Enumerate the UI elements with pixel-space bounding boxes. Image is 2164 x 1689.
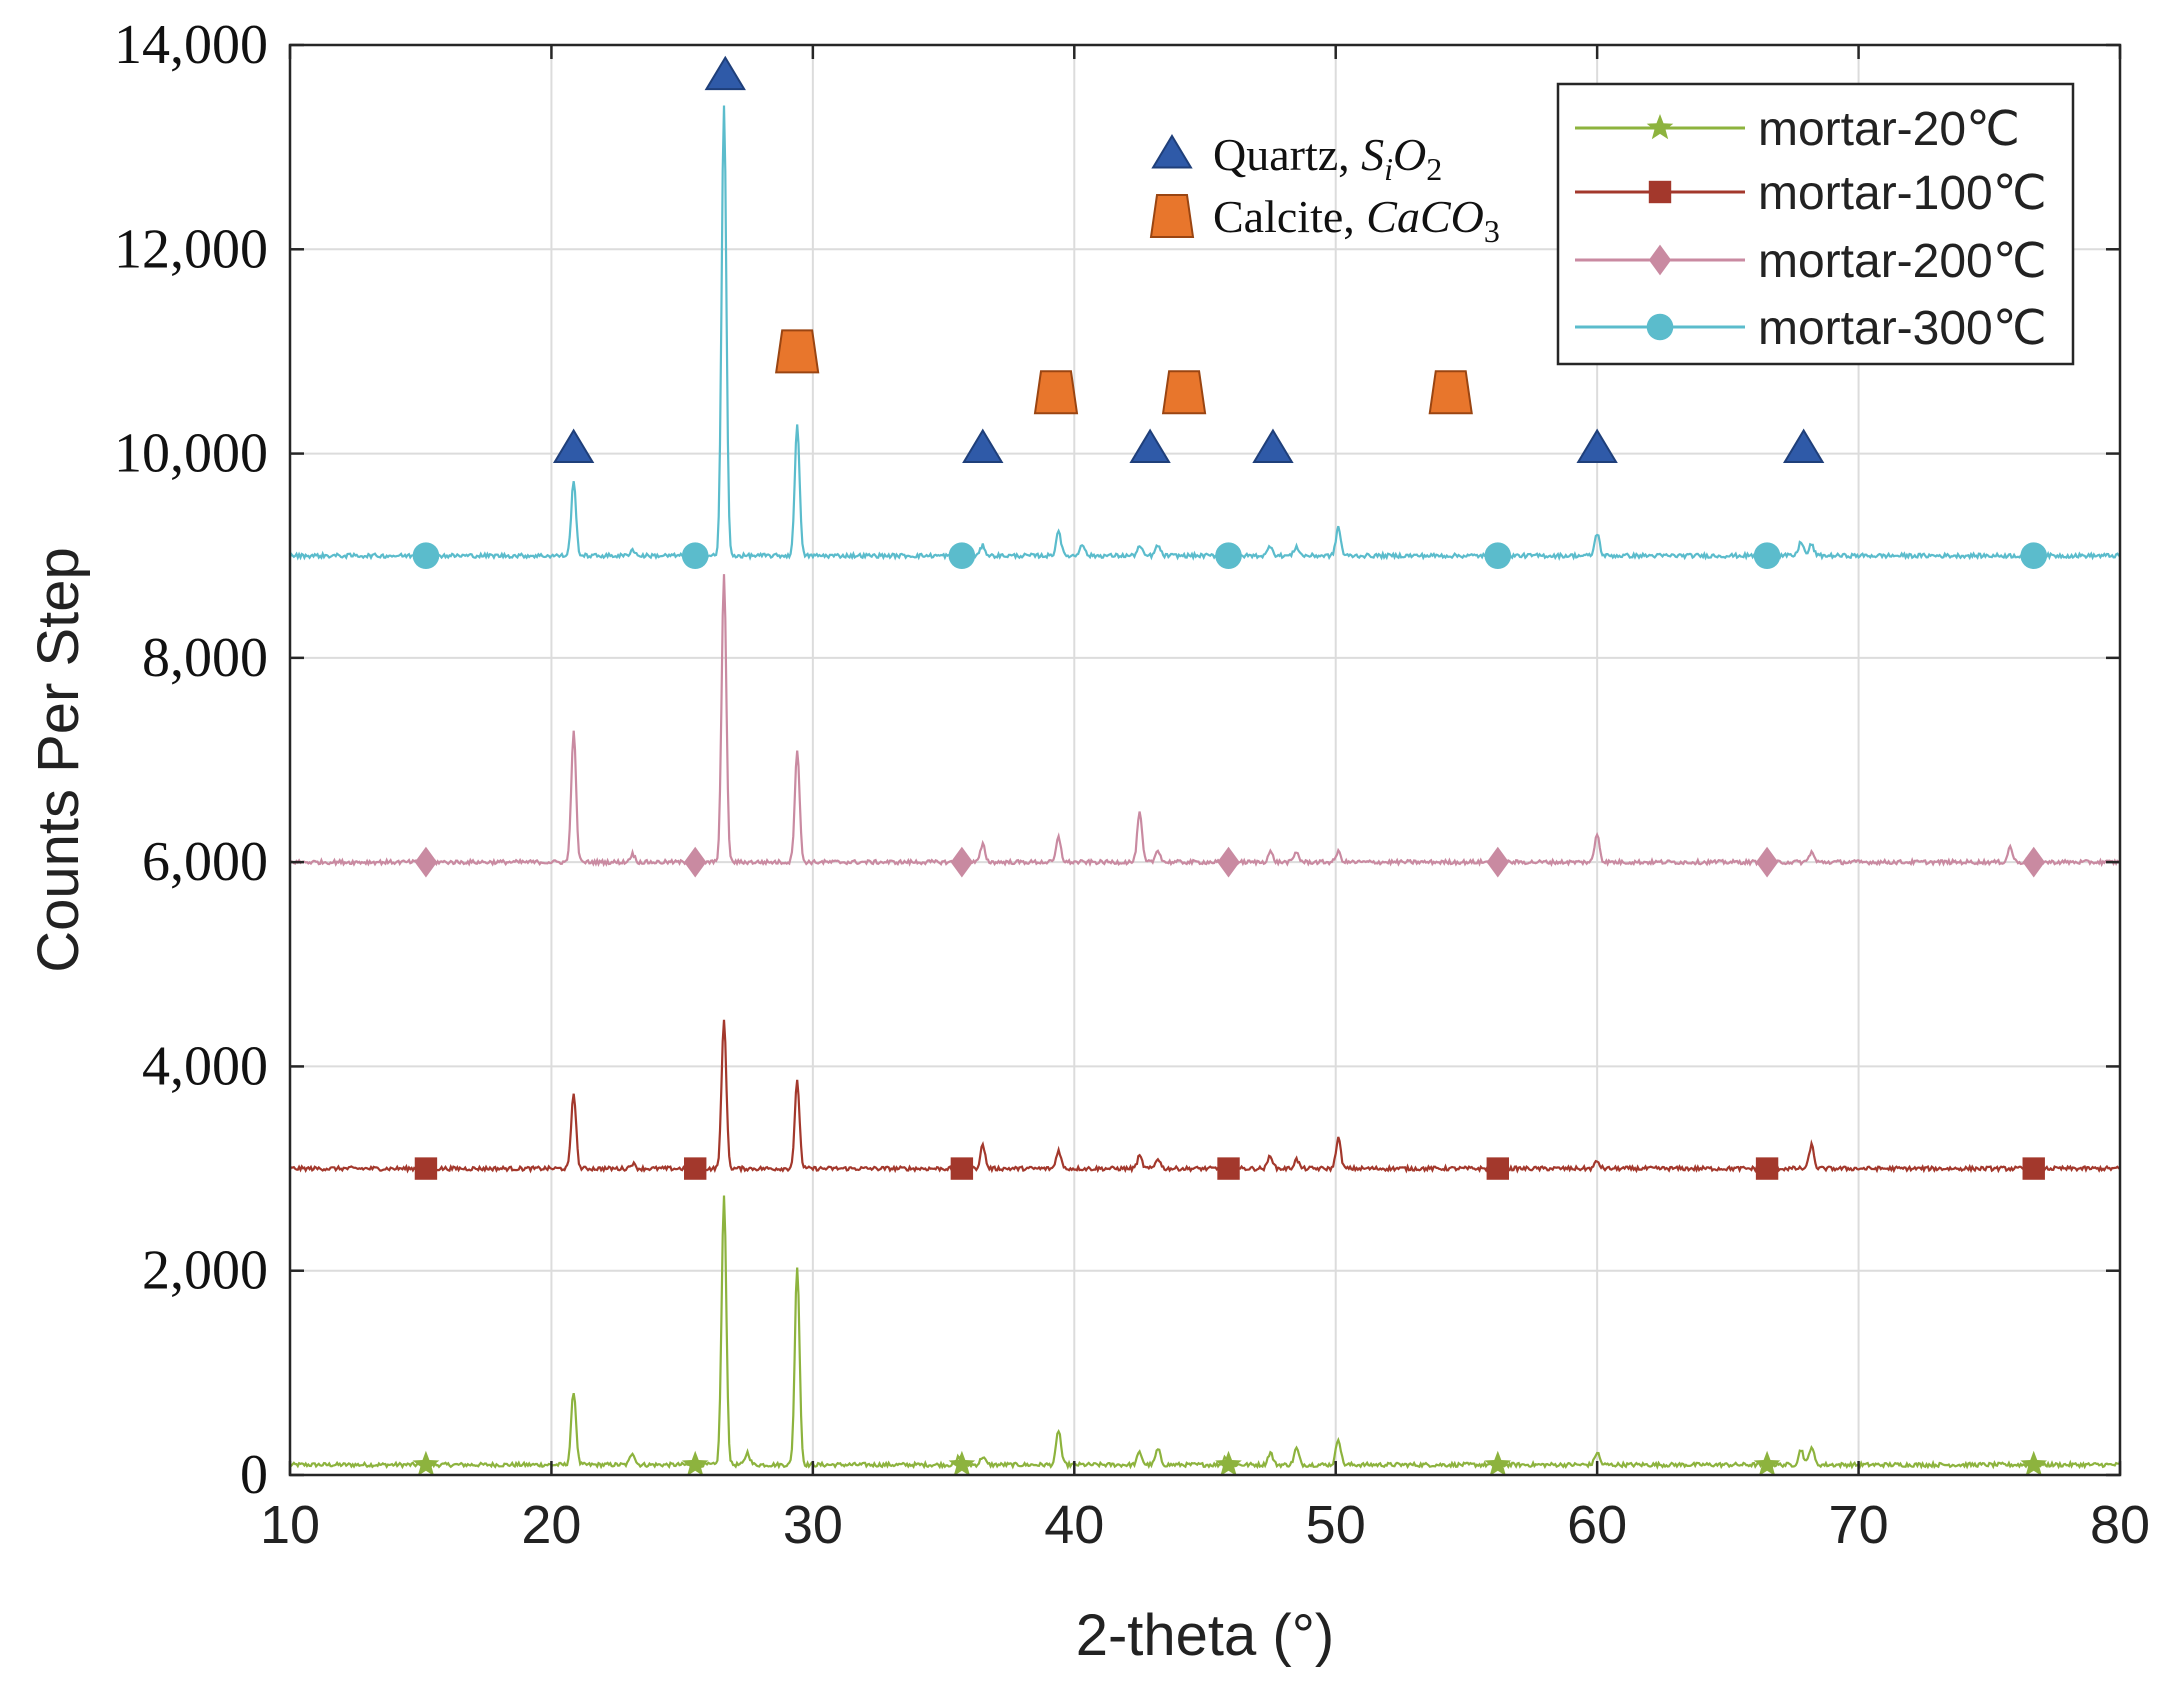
quartz-legend-icon xyxy=(1151,134,1193,169)
x-tick-label: 80 xyxy=(2090,1495,2150,1555)
phase-markers-layer xyxy=(552,55,1825,463)
data-marker-circle xyxy=(1215,542,1242,570)
phase-annotation: Quartz, SiO2 Calcite, CaCO3 xyxy=(1149,129,1500,249)
quartz-legend-text: Quartz, SiO2 xyxy=(1213,129,1442,187)
calcite-formula-main: CaCO xyxy=(1366,191,1484,242)
data-marker-star xyxy=(948,1450,976,1477)
y-tick-label: 0 xyxy=(240,1444,268,1506)
data-marker-square xyxy=(1486,1157,1509,1180)
x-tick-label: 60 xyxy=(1567,1495,1627,1555)
quartz-formula-sub-2: 2 xyxy=(1426,151,1442,187)
legend-marker-circle xyxy=(1646,313,1674,341)
y-tick-label: 10,000 xyxy=(114,423,268,485)
series-square xyxy=(289,1019,2121,1180)
series-star xyxy=(289,1195,2120,1477)
legend-label-300: mortar-300℃ xyxy=(1758,302,2047,355)
x-tick-label: 40 xyxy=(1044,1495,1104,1555)
x-tick-label: 70 xyxy=(1829,1495,1889,1555)
series-circle xyxy=(288,105,2121,570)
calcite-peak-marker xyxy=(1033,370,1079,415)
calcite-label: Calcite, xyxy=(1213,191,1366,242)
quartz-formula-s: S xyxy=(1361,129,1384,180)
calcite-legend-icon xyxy=(1149,194,1195,238)
data-marker-circle xyxy=(412,542,440,570)
series-layer xyxy=(288,105,2121,1477)
data-marker-star xyxy=(1484,1450,1512,1477)
legend-box xyxy=(1556,82,2075,366)
legend-label-200: mortar-200℃ xyxy=(1758,235,2047,288)
x-tick-label: 50 xyxy=(1306,1495,1366,1555)
data-marker-square xyxy=(414,1157,438,1180)
quartz-peak-marker xyxy=(1252,428,1294,463)
data-marker-star xyxy=(1753,1450,1781,1477)
quartz-peak-marker xyxy=(704,55,746,91)
y-tick-label: 14,000 xyxy=(114,14,268,76)
calcite-peak-marker xyxy=(775,329,820,374)
legend: mortar-20℃ mortar-100℃ mortar-200℃ morta… xyxy=(1556,82,2075,366)
data-marker-square xyxy=(2022,1157,2045,1180)
legend-star-icon xyxy=(1646,114,1674,140)
plot-frame xyxy=(288,43,2122,1477)
calcite-peak-marker xyxy=(1428,370,1473,415)
series-line xyxy=(288,105,2121,562)
data-marker-diamond xyxy=(1755,846,1779,878)
quartz-formula-sub-i: i xyxy=(1384,151,1393,187)
data-marker-square xyxy=(1217,1157,1240,1180)
data-marker-circle xyxy=(1753,542,1781,570)
series-line xyxy=(289,1019,2121,1174)
data-marker-square xyxy=(950,1157,974,1180)
series-diamond xyxy=(289,574,2121,878)
legend-square-icon xyxy=(1648,180,1672,204)
series-line xyxy=(289,574,2121,868)
data-marker-diamond xyxy=(2022,846,2045,878)
data-marker-star xyxy=(412,1450,440,1477)
calcite-formula-sub-3: 3 xyxy=(1484,213,1500,249)
data-marker-circle xyxy=(681,542,709,570)
data-marker-circle xyxy=(2020,542,2048,570)
y-tick-label: 6,000 xyxy=(142,831,268,893)
calcite-peak-marker xyxy=(1161,370,1207,415)
y-tick-label: 4,000 xyxy=(142,1035,268,1097)
data-marker-diamond xyxy=(1486,846,1509,878)
x-tick-label: 10 xyxy=(260,1495,320,1555)
quartz-label: Quartz, xyxy=(1213,129,1361,180)
legend-marker-star xyxy=(1646,114,1674,140)
data-marker-star xyxy=(1215,1450,1242,1477)
quartz-peak-marker xyxy=(1129,428,1171,463)
legend-diamond-icon xyxy=(1648,244,1672,276)
data-marker-star xyxy=(2020,1450,2047,1477)
legend-circle-icon xyxy=(1646,313,1674,341)
data-marker-diamond xyxy=(684,846,707,878)
data-marker-star xyxy=(681,1450,709,1477)
data-marker-diamond xyxy=(414,846,438,878)
data-marker-circle xyxy=(948,542,976,570)
quartz-peak-marker xyxy=(552,428,595,463)
axis-ticks: 10 20 30 40 50 60 70 80 0 2,000 4,000 6,000 8,000 10,… xyxy=(114,14,2150,1555)
quartz-peak-marker xyxy=(1783,428,1825,463)
quartz-peak-marker xyxy=(962,428,1004,463)
data-marker-diamond xyxy=(1217,846,1240,878)
quartz-formula-o: O xyxy=(1393,129,1426,180)
data-marker-circle xyxy=(1484,542,1512,570)
quartz-peak-marker xyxy=(1576,428,1618,463)
legend-marker-diamond xyxy=(1648,244,1672,276)
y-tick-label: 2,000 xyxy=(142,1240,268,1302)
x-tick-label: 30 xyxy=(783,1495,843,1555)
legend-marker-square xyxy=(1648,180,1672,204)
data-marker-square xyxy=(1755,1157,1779,1180)
legend-label-20: mortar-20℃ xyxy=(1758,103,2020,156)
y-axis-label: Counts Per Step xyxy=(26,547,91,973)
series-line xyxy=(289,1195,2120,1471)
calcite-legend-text: Calcite, CaCO3 xyxy=(1213,191,1500,249)
y-tick-label: 12,000 xyxy=(114,218,268,280)
data-marker-square xyxy=(684,1157,707,1180)
x-axis-label: 2-theta (°) xyxy=(1076,1603,1335,1668)
legend-label-100: mortar-100℃ xyxy=(1758,167,2047,220)
y-tick-label: 8,000 xyxy=(142,627,268,689)
data-marker-diamond xyxy=(950,846,974,878)
x-tick-label: 20 xyxy=(521,1495,581,1555)
